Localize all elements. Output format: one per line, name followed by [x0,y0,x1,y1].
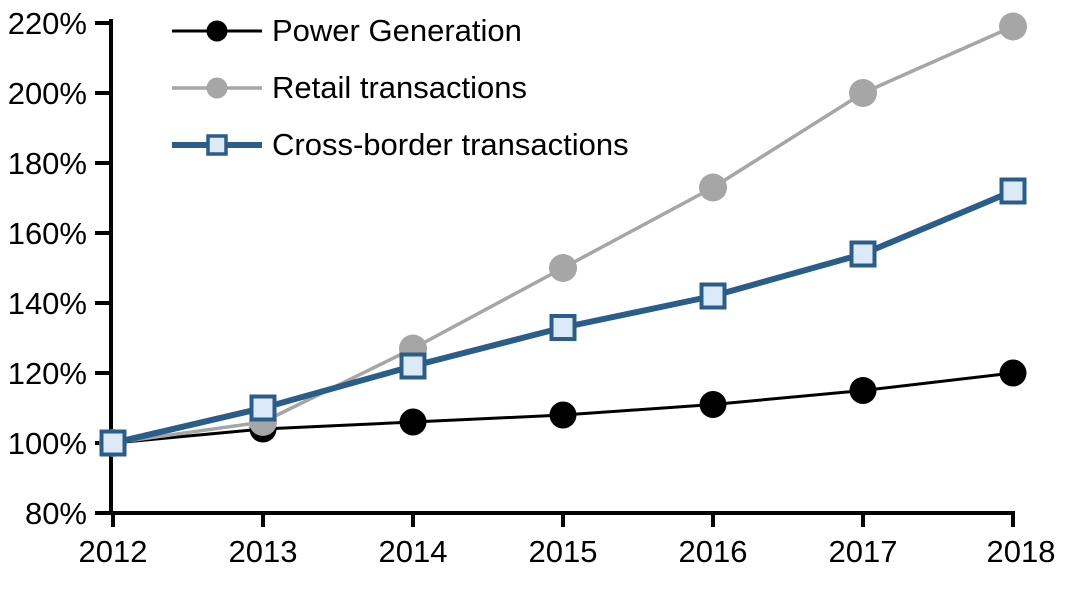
data-point-power-generation-2015 [549,401,577,429]
legend-marker-cross-border-transactions [172,133,262,156]
y-tick-label: 160% [8,216,87,251]
legend-item-power-generation: Power Generation [172,2,629,59]
legend-item-retail-transactions: Retail transactions [172,59,629,116]
data-point-cross-border-transactions-2016 [699,282,727,310]
data-point-retail-transactions-2018 [999,12,1027,41]
chart-legend: Power Generation Retail transactions Cro… [172,2,629,173]
x-tick-label: 2012 [79,534,148,569]
y-tick-label: 140% [8,286,87,321]
data-point-power-generation-2018 [999,359,1027,387]
x-tick-label: 2014 [379,534,448,569]
data-point-cross-border-transactions-2014 [399,352,427,380]
x-tick-label: 2015 [529,534,598,569]
y-tick-label: 80% [25,496,87,531]
data-point-power-generation-2016 [699,391,727,418]
x-tick-label: 2017 [829,534,898,569]
data-point-cross-border-transactions-2012 [99,429,127,457]
data-point-cross-border-transactions-2017 [849,240,877,268]
x-tick-label: 2016 [679,534,748,569]
x-tick-label: 2013 [229,534,298,569]
y-tick-label: 120% [8,356,87,391]
data-point-power-generation-2017 [849,377,877,404]
legend-label-power-generation: Power Generation [272,12,522,48]
data-point-power-generation-2014 [399,408,427,436]
data-point-retail-transactions-2015 [549,254,577,282]
legend-marker-retail-transactions [172,77,262,98]
y-tick-label: 200% [8,76,87,111]
legend-marker-power-generation [172,20,262,41]
legend-label-cross-border-transactions: Cross-border transactions [272,126,629,162]
y-tick-label: 180% [8,146,87,181]
y-tick-label: 220% [8,6,87,41]
data-point-retail-transactions-2016 [699,173,727,202]
y-tick-label: 100% [8,426,87,461]
legend-label-retail-transactions: Retail transactions [272,69,528,105]
data-point-cross-border-transactions-2015 [549,314,577,341]
legend-item-cross-border-transactions: Cross-border transactions [172,116,629,173]
data-point-cross-border-transactions-2018 [999,177,1027,205]
data-point-retail-transactions-2017 [849,79,877,107]
data-point-cross-border-transactions-2013 [249,394,277,422]
x-tick-label: 2018 [987,534,1056,569]
